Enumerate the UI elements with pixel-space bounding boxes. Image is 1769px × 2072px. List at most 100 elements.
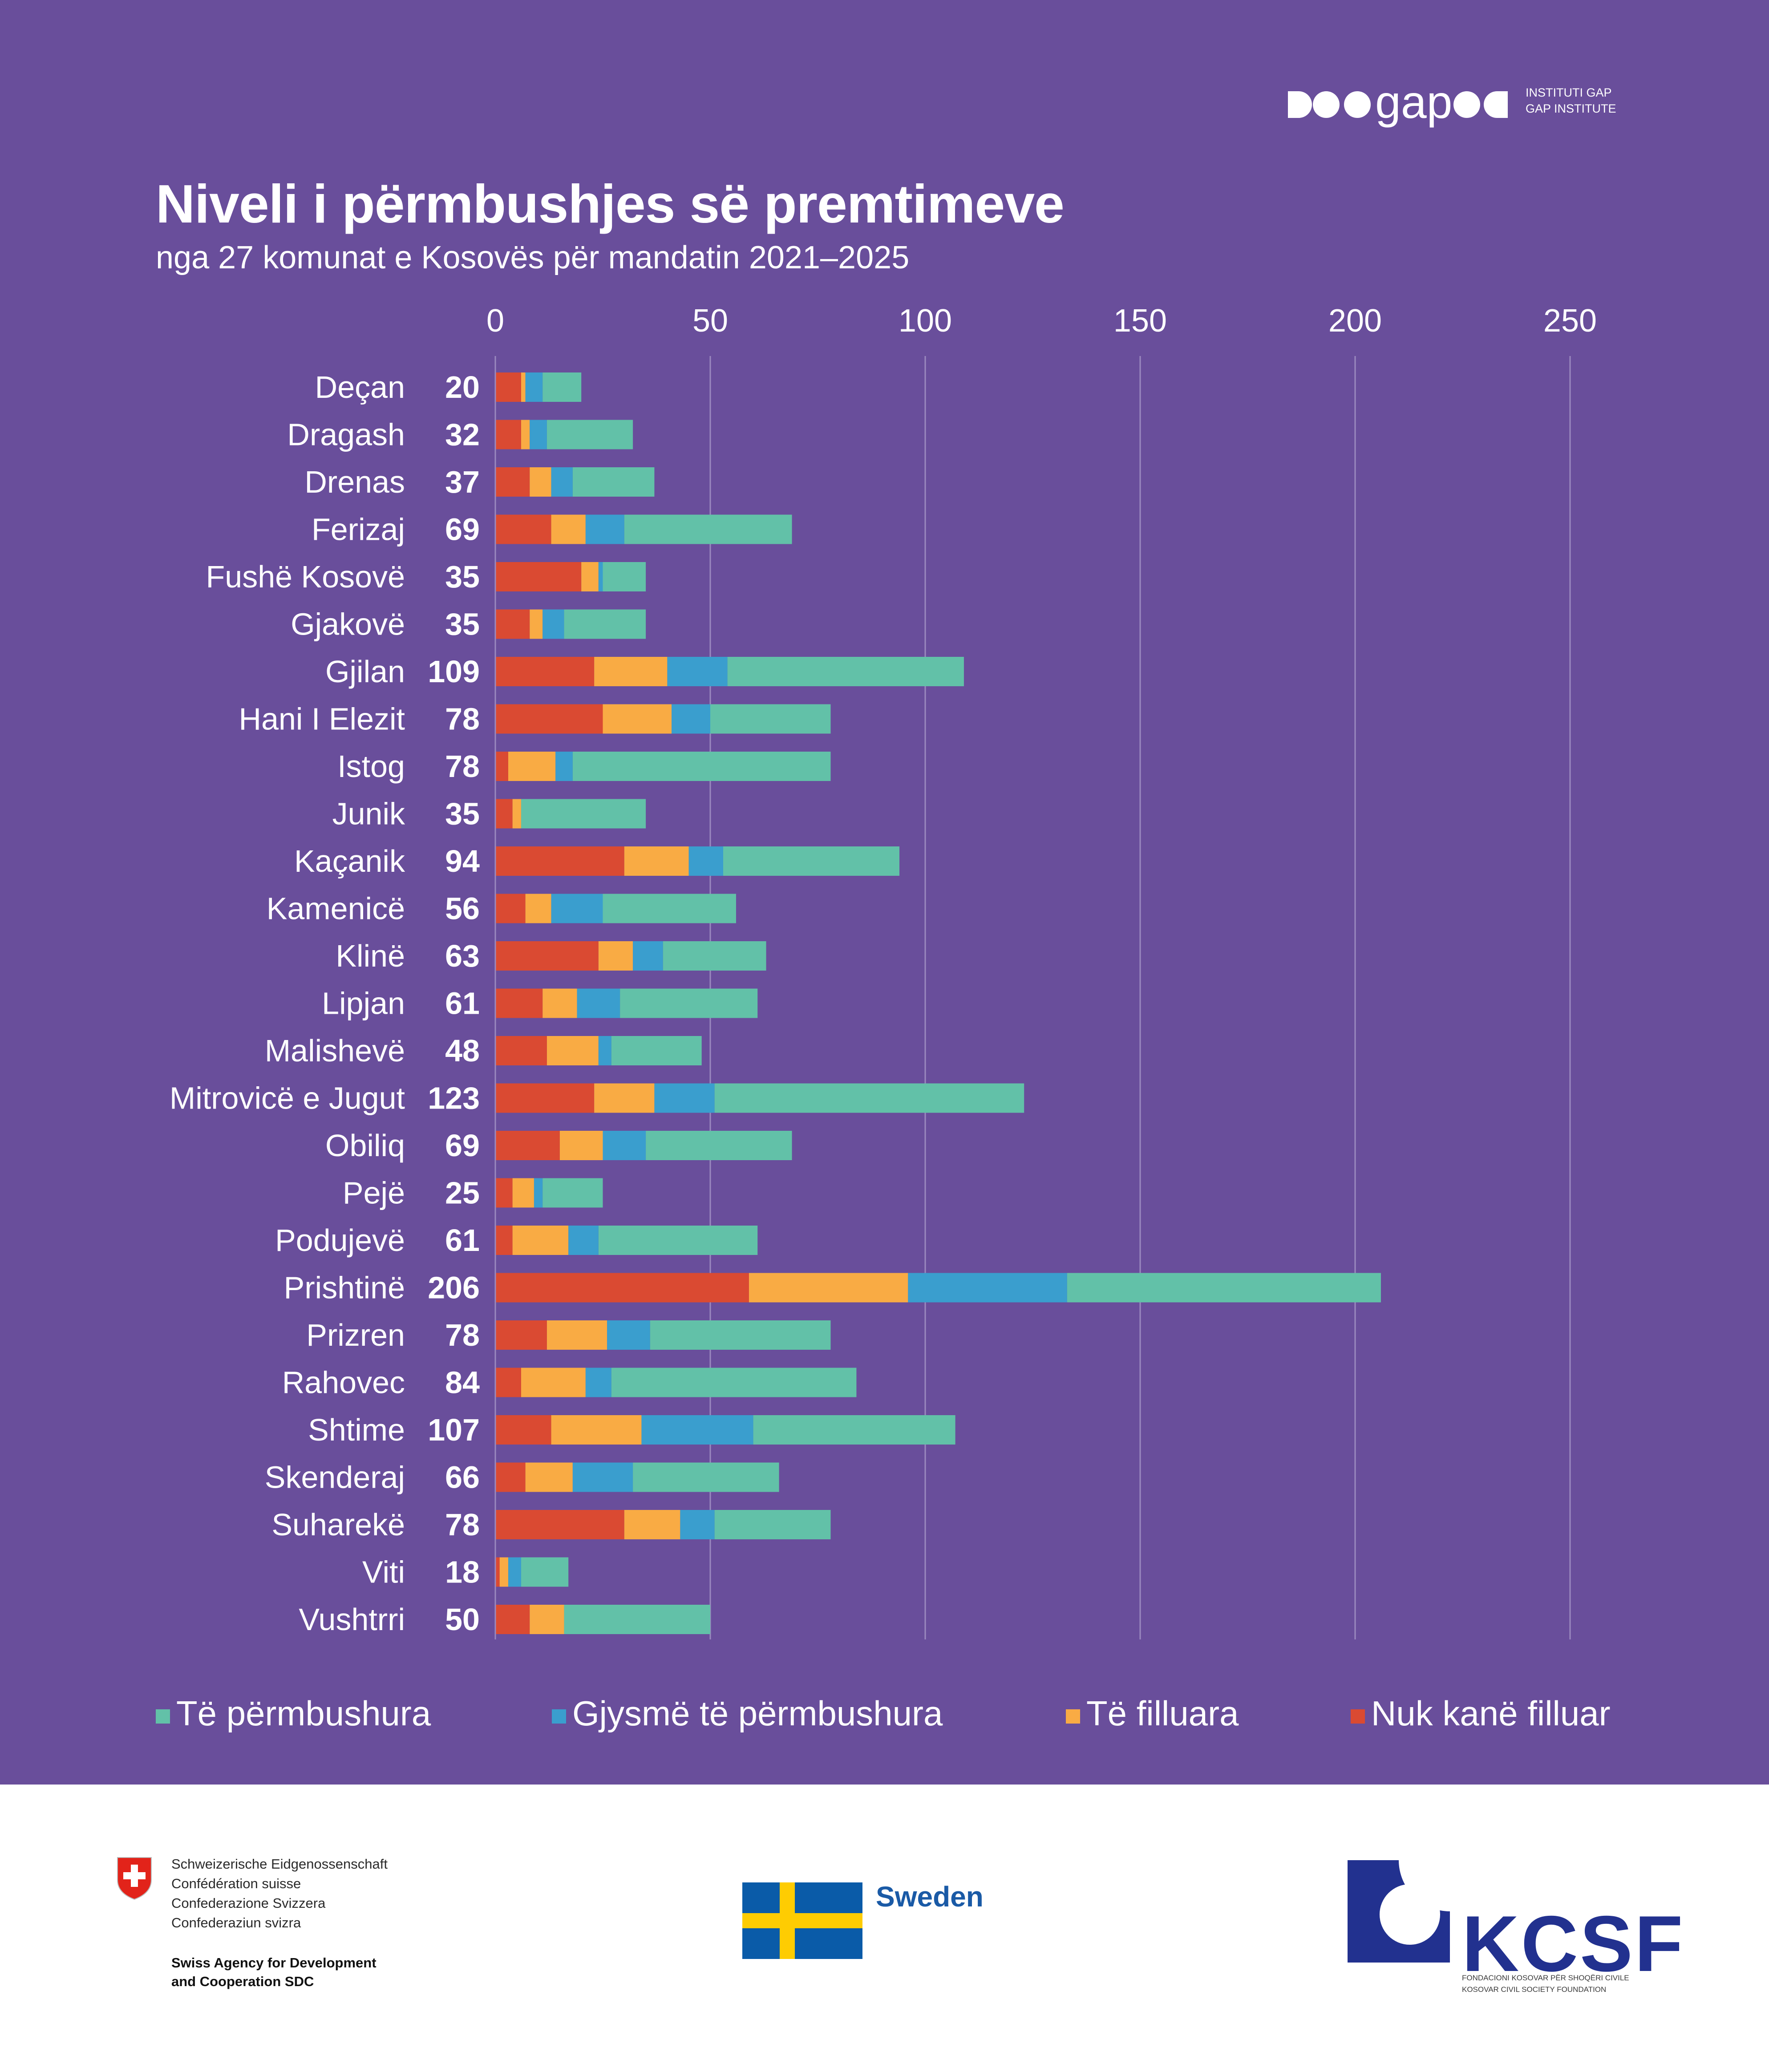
kcsf-wordmark: KCSF [1462, 1899, 1685, 1988]
bar-Pejë-series-1 [512, 1178, 534, 1208]
total-label-Fushë Kosovë: 35 [445, 559, 480, 594]
bar-Kaçanik-series-3 [723, 846, 900, 876]
bar-Mitrovicë e Jugut-series-3 [714, 1083, 1024, 1113]
category-label-Deçan: Deçan [315, 370, 405, 405]
total-label-Prizren: 78 [445, 1318, 480, 1352]
bar-Prishtinë-series-1 [749, 1273, 908, 1303]
total-label-Dragash: 32 [445, 417, 480, 452]
category-label-Rahovec: Rahovec [282, 1365, 405, 1400]
bar-Lipjan-series-1 [542, 988, 577, 1018]
sdc-name: Swiss Agency for Development and Coopera… [171, 1954, 376, 1991]
kcsf-tagline: FONDACIONI KOSOVAR PËR SHOQËRI CIVILE KO… [1462, 1972, 1629, 1995]
category-label-Viti: Viti [362, 1555, 405, 1590]
category-label-Suharekë: Suharekë [271, 1507, 405, 1542]
bar-Lipjan-series-0 [495, 988, 543, 1018]
bar-Kaçanik-series-2 [688, 846, 723, 876]
bar-Prizren-series-0 [495, 1320, 547, 1350]
category-label-Obiliq: Obiliq [325, 1128, 405, 1163]
swiss-confederation-names: Schweizerische Eidgenossenschaft Confédé… [171, 1854, 388, 1933]
x-tick-label-150: 150 [1113, 303, 1167, 339]
bar-Junik-series-1 [512, 799, 521, 829]
bar-Kamenicë-series-2 [551, 894, 603, 923]
swiss-name-rm: Confederaziun svizra [171, 1915, 301, 1930]
bar-Kamenicë-series-0 [495, 894, 526, 923]
bar-Kamenicë-series-3 [603, 894, 736, 923]
legend-label-half-fulfilled: Gjysmë të përmbushura [572, 1693, 943, 1733]
legend-item-fulfilled: Të përmbushura [156, 1691, 431, 1736]
bar-Pejë-series-3 [542, 1178, 603, 1208]
bar-Malishevë-series-0 [495, 1036, 547, 1065]
legend: Të përmbushura Gjysmë të përmbushura Të … [156, 1691, 1624, 1736]
legend-item-started: Të filluara [1066, 1691, 1239, 1736]
bar-Gjakovë-series-3 [564, 609, 646, 639]
bar-Prizren-series-1 [546, 1320, 607, 1350]
bar-Mitrovicë e Jugut-series-2 [654, 1083, 715, 1113]
bar-Deçan-series-0 [495, 372, 521, 402]
bar-Istog-series-0 [495, 752, 508, 781]
total-label-Drenas: 37 [445, 465, 480, 499]
total-label-Prishtinë: 206 [428, 1271, 480, 1305]
total-label-Deçan: 20 [445, 370, 480, 405]
bar-Klinë-series-2 [633, 941, 663, 971]
bar-Podujevë-series-2 [568, 1226, 599, 1255]
bar-Gjakovë-series-0 [495, 609, 530, 639]
bar-Suharekë-series-0 [495, 1510, 624, 1539]
bar-Deçan-series-3 [542, 372, 582, 402]
logo-caption-line-2: GAP INSTITUTE [1526, 102, 1616, 115]
x-tick-label-50: 50 [692, 303, 728, 339]
bar-Viti-series-2 [508, 1557, 521, 1587]
bar-Obiliq-series-2 [603, 1131, 646, 1160]
bar-Viti-series-0 [495, 1557, 500, 1587]
category-label-Fushë Kosovë: Fushë Kosovë [206, 559, 405, 594]
category-label-Gjakovë: Gjakovë [291, 607, 405, 642]
kcsf-tagline-en: KOSOVAR CIVIL SOCIETY FOUNDATION [1462, 1985, 1607, 1994]
swiss-name-de: Schweizerische Eidgenossenschaft [171, 1856, 388, 1872]
bar-Podujevë-series-1 [512, 1226, 569, 1255]
legend-label-fulfilled: Të përmbushura [176, 1693, 431, 1733]
category-label-Mitrovicë e Jugut: Mitrovicë e Jugut [170, 1081, 405, 1116]
total-label-Lipjan: 61 [445, 986, 480, 1021]
total-label-Obiliq: 69 [445, 1128, 480, 1163]
bar-Suharekë-series-3 [714, 1510, 831, 1539]
bar-Mitrovicë e Jugut-series-1 [594, 1083, 655, 1113]
bar-Hani I Elezit-series-2 [672, 704, 710, 734]
kcsf-tagline-sq: FONDACIONI KOSOVAR PËR SHOQËRI CIVILE [1462, 1974, 1629, 1982]
sdc-line-1: Swiss Agency for Development [171, 1955, 376, 1971]
bar-Drenas-series-2 [551, 467, 573, 497]
logo-caption: INSTITUTI GAP GAP INSTITUTE [1526, 85, 1616, 117]
bar-Ferizaj-series-2 [585, 514, 624, 544]
bar-Shtime-series-1 [551, 1415, 642, 1445]
total-label-Klinë: 63 [445, 939, 480, 973]
bar-Pejë-series-0 [495, 1178, 513, 1208]
bar-Hani I Elezit-series-3 [710, 704, 831, 734]
total-label-Gjakovë: 35 [445, 607, 480, 642]
bar-Prizren-series-2 [607, 1320, 650, 1350]
category-label-Kamenicë: Kamenicë [267, 891, 405, 926]
x-tick-label-0: 0 [486, 303, 504, 339]
legend-label-not-started: Nuk kanë filluar [1371, 1693, 1611, 1733]
bar-Malishevë-series-3 [611, 1036, 702, 1065]
bar-Mitrovicë e Jugut-series-0 [495, 1083, 595, 1113]
swiss-name-fr: Confédération suisse [171, 1876, 301, 1891]
bar-Vushtrri-series-0 [495, 1605, 530, 1634]
bar-Shtime-series-0 [495, 1415, 551, 1445]
bar-Lipjan-series-2 [577, 988, 620, 1018]
bar-Viti-series-1 [499, 1557, 508, 1587]
legend-item-not-started: Nuk kanë filluar [1351, 1691, 1611, 1736]
category-label-Podujevë: Podujevë [275, 1223, 405, 1258]
bar-Gjakovë-series-2 [542, 609, 564, 639]
sdc-line-2: and Cooperation SDC [171, 1974, 314, 1989]
total-label-Suharekë: 78 [445, 1507, 480, 1542]
total-label-Junik: 35 [445, 797, 480, 831]
bar-Deçan-series-2 [525, 372, 543, 402]
bar-Istog-series-1 [508, 752, 556, 781]
bar-Junik-series-3 [521, 799, 646, 829]
gap-institute-logo: gap [1288, 82, 1508, 128]
bar-Drenas-series-3 [572, 467, 655, 497]
bar-Dragash-series-3 [546, 420, 633, 449]
bar-Gjilan-series-0 [495, 657, 595, 686]
category-label-Hani I Elezit: Hani I Elezit [239, 702, 405, 737]
bar-Rahovec-series-1 [521, 1368, 586, 1397]
swedish-flag-icon [742, 1882, 862, 1959]
bar-Prishtinë-series-3 [1067, 1273, 1381, 1303]
